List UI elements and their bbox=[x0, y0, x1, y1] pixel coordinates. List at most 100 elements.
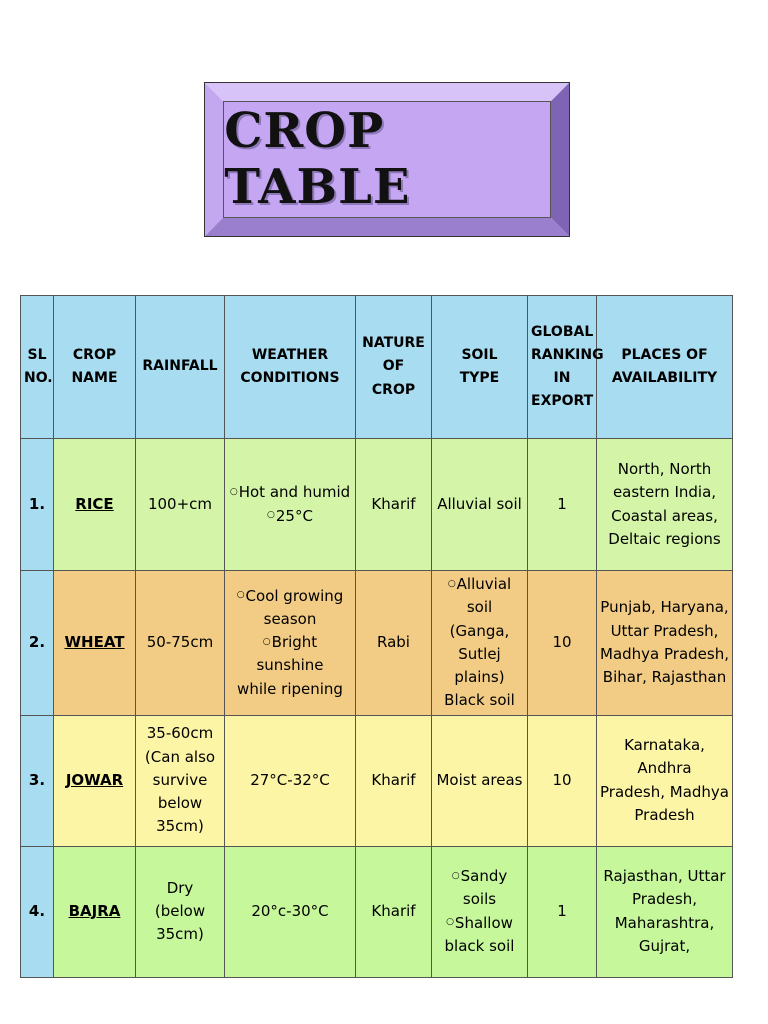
title-plaque: CROP TABLE bbox=[204, 82, 570, 237]
places-line: Gujrat, bbox=[600, 935, 729, 958]
places-text: Punjab, Haryana, bbox=[600, 598, 729, 617]
table-row: 1. RICE 100+cm ○Hot and humid ○25°C Kharif All… bbox=[20, 438, 733, 571]
cell-weather: ○ Cool growing season ○Bright sunshine while… bbox=[224, 570, 356, 716]
header-rainfall-line: RAINFALL bbox=[139, 355, 221, 378]
crop-name: RICE bbox=[75, 494, 114, 513]
header-sl: SL NO. bbox=[20, 295, 54, 439]
soil-line: ○Shallow bbox=[435, 912, 524, 935]
header-weather-line: CONDITIONS bbox=[228, 367, 352, 390]
header-sl-line: NO. bbox=[24, 367, 53, 390]
weather-text: season bbox=[263, 609, 317, 628]
places-line: Bihar, Rajasthan bbox=[600, 666, 729, 689]
rainfall-line: below 35cm) bbox=[139, 792, 221, 839]
soil-line: Alluvial soil bbox=[435, 493, 524, 516]
soil-text: black soil bbox=[444, 936, 515, 955]
plaque-face: CROP TABLE bbox=[223, 101, 551, 218]
places-line: Pradesh, Madhya bbox=[600, 781, 729, 804]
places-line: eastern India, bbox=[600, 481, 729, 504]
header-ranking-line: EXPORT bbox=[531, 390, 593, 413]
places-line: Rajasthan, Uttar bbox=[600, 865, 729, 888]
places-text: Pradesh bbox=[634, 805, 695, 824]
soil-text: Black soil bbox=[444, 691, 515, 710]
weather-text: 25°C bbox=[275, 506, 313, 525]
weather-line: season bbox=[228, 608, 352, 631]
plaque-bevel-top bbox=[205, 83, 569, 102]
places-text: Maharashtra, bbox=[614, 913, 715, 932]
header-sl-line: SL bbox=[24, 344, 50, 367]
cell-soil: ○Alluvial soil (Ganga, Sutlej plains) Black… bbox=[431, 570, 528, 716]
weather-line: ○Hot and humid bbox=[228, 481, 352, 504]
rainfall-text: 35-60cm bbox=[146, 724, 214, 743]
bullet-icon: ○ bbox=[229, 486, 238, 497]
header-crop-name-text: CROP bbox=[72, 346, 117, 363]
cell-ranking: 1 bbox=[527, 438, 597, 571]
weather-line: ○25°C bbox=[228, 505, 352, 528]
bullet-icon: ○ bbox=[262, 636, 271, 647]
header-soil-text: SOIL bbox=[461, 346, 498, 363]
rainfall-line: 35-60cm bbox=[139, 722, 221, 745]
header-soil-line: SOIL bbox=[435, 344, 524, 367]
soil-text: (Ganga, bbox=[449, 621, 510, 640]
header-rainfall: RAINFALL bbox=[135, 295, 225, 439]
cell-rainfall: 100+cm bbox=[135, 438, 225, 571]
soil-line: (Ganga, bbox=[435, 620, 524, 643]
places-line: Karnataka, Andhra bbox=[600, 734, 729, 781]
places-line: Uttar Pradesh, bbox=[600, 620, 729, 643]
places-text: Gujrat, bbox=[638, 936, 691, 955]
weather-text: while ripening bbox=[237, 679, 343, 698]
header-nature-text: NATURE bbox=[362, 335, 425, 352]
cell-crop-name: JOWAR bbox=[53, 714, 136, 847]
places-text: Rajasthan, Uttar bbox=[603, 867, 726, 885]
header-weather-line: WEATHER bbox=[228, 344, 352, 367]
cell-ranking: 10 bbox=[527, 714, 597, 847]
header-ranking-text: GLOBAL bbox=[531, 323, 594, 340]
cell-nature: Kharif bbox=[355, 438, 432, 571]
cell-nature: Kharif bbox=[355, 714, 432, 847]
soil-text: Sandy soils bbox=[460, 867, 508, 909]
rainfall-line: survive bbox=[139, 769, 221, 792]
soil-text: Shallow bbox=[454, 913, 513, 932]
header-crop-name-line: CROP bbox=[57, 344, 132, 367]
soil-text: Alluvial soil bbox=[437, 494, 522, 513]
crop-name: BAJRA bbox=[68, 901, 121, 920]
weather-line: ○Bright sunshine bbox=[228, 631, 352, 678]
header-soil: SOIL TYPE bbox=[431, 295, 528, 439]
header-weather: WEATHER CONDITIONS bbox=[224, 295, 356, 439]
header-places-text: PLACES OF bbox=[621, 346, 708, 363]
rainfall-text: Dry bbox=[166, 878, 194, 897]
cell-sl: 4. bbox=[20, 845, 54, 978]
bullet-icon: ○ bbox=[447, 578, 456, 589]
header-crop-name: CROP NAME bbox=[53, 295, 136, 439]
rainfall-text: (Can also bbox=[144, 747, 216, 766]
rainfall-text: below 35cm) bbox=[156, 794, 204, 836]
header-sl-text: SL bbox=[27, 346, 47, 363]
header-places-line: PLACES OF bbox=[600, 344, 729, 367]
cell-ranking: 10 bbox=[527, 570, 597, 716]
header-nature: NATURE OF CROP bbox=[355, 295, 432, 439]
soil-text: Alluvial soil bbox=[456, 575, 512, 617]
rainfall-text: 50-75cm bbox=[146, 633, 214, 652]
cell-nature: Rabi bbox=[355, 570, 432, 716]
soil-line: black soil bbox=[435, 935, 524, 958]
header-ranking-line: IN bbox=[531, 367, 593, 390]
weather-line: 20°c-30°C bbox=[228, 900, 352, 923]
header-ranking-line: RANKING bbox=[531, 344, 604, 367]
weather-line: while ripening bbox=[228, 678, 352, 701]
soil-text: Moist areas bbox=[436, 770, 523, 789]
places-text: Uttar Pradesh, bbox=[610, 621, 719, 640]
weather-text: Cool growing bbox=[245, 586, 344, 605]
places-line: Coastal areas, bbox=[600, 505, 729, 528]
table-body: 1. RICE 100+cm ○Hot and humid ○25°C Kharif All… bbox=[20, 438, 733, 978]
plaque-bevel-right bbox=[550, 83, 569, 236]
cell-rainfall: 35-60cm (Can also survive below 35cm) bbox=[135, 714, 225, 847]
cell-soil: Alluvial soil bbox=[431, 438, 528, 571]
cell-places: Punjab, Haryana, Uttar Pradesh, Madhya Pra… bbox=[596, 570, 733, 716]
crop-name: JOWAR bbox=[65, 770, 124, 789]
cell-crop-name: WHEAT bbox=[53, 570, 136, 716]
header-soil-line: TYPE bbox=[435, 367, 524, 390]
cell-rainfall: 50-75cm bbox=[135, 570, 225, 716]
places-line: Madhya Pradesh, bbox=[600, 643, 729, 666]
places-line: Punjab, Haryana, bbox=[600, 596, 729, 619]
table-row: 2. WHEAT 50-75cm ○Cool growing season ○Bright… bbox=[20, 570, 733, 716]
page-title: CROP TABLE bbox=[224, 103, 411, 216]
